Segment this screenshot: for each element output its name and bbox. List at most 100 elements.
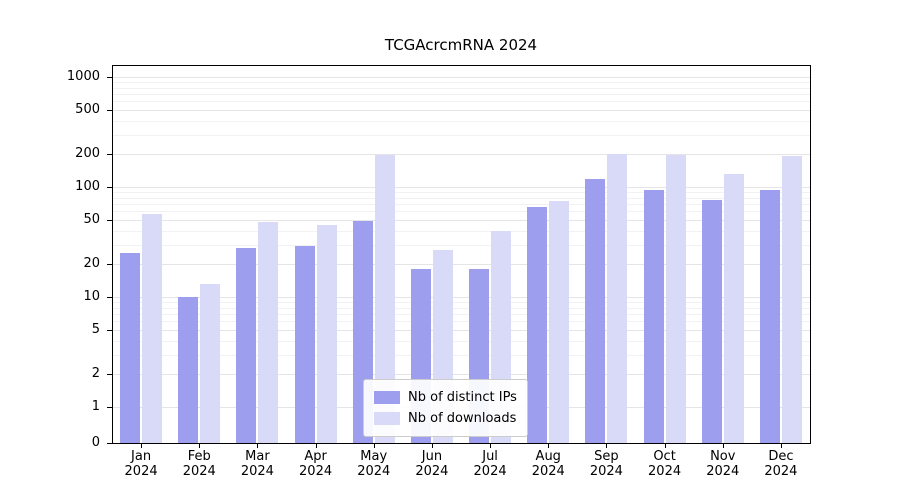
x-tick-label: Nov 2024 — [693, 449, 753, 479]
x-tick-year: 2024 — [299, 464, 333, 479]
gridline-major — [112, 110, 810, 112]
gridline-major — [112, 153, 810, 155]
gridline-minor — [112, 354, 810, 356]
y-tick-mark — [107, 153, 112, 155]
gridline-major — [112, 187, 810, 188]
y-tick-mark — [107, 110, 112, 112]
y-tick-label: 10 — [83, 289, 100, 304]
gridline-minor — [112, 197, 810, 199]
y-tick-mark — [107, 297, 112, 298]
gridline-minor — [112, 192, 810, 194]
bar-downloads-oct — [665, 155, 686, 443]
gridline-minor — [112, 134, 810, 136]
gridline-minor — [112, 211, 810, 213]
gridline-major — [112, 263, 810, 265]
bar-downloads-nov — [723, 173, 744, 443]
x-tick-year: 2024 — [240, 464, 274, 479]
bar-ips-sep — [585, 179, 606, 443]
gridline-minor — [112, 120, 810, 122]
x-tick-year: 2024 — [706, 464, 740, 479]
bar-ips-oct — [643, 190, 664, 443]
bar-downloads-feb — [200, 284, 221, 443]
chart-legend: Nb of distinct IPs Nb of downloads — [363, 379, 528, 437]
y-tick-mark — [107, 330, 112, 332]
bar-ips-mar — [236, 247, 257, 443]
legend-swatch-distinct-ips — [374, 391, 400, 404]
chart-title: TCGAcrcmRNA 2024 — [384, 36, 538, 54]
gridline-minor — [112, 302, 810, 304]
x-tick-label: Jun 2024 — [402, 449, 462, 479]
x-tick-month: Aug — [535, 449, 561, 464]
gridline-major — [112, 373, 810, 375]
gridline-minor — [112, 94, 810, 96]
x-tick-mark — [780, 443, 782, 448]
y-tick-label: 200 — [75, 145, 100, 161]
x-tick-label: Aug 2024 — [518, 449, 578, 479]
bar-ips-apr — [294, 246, 315, 443]
x-tick-label: Feb 2024 — [169, 449, 229, 479]
spine-left — [112, 65, 113, 443]
x-tick-year: 2024 — [531, 464, 565, 479]
x-tick-mark — [257, 443, 259, 448]
x-tick-label: May 2024 — [344, 449, 404, 479]
x-tick-mark — [141, 443, 143, 448]
x-tick-year: 2024 — [473, 464, 507, 479]
gridline-minor — [112, 244, 810, 246]
x-tick-label: Dec 2024 — [751, 449, 811, 479]
x-tick-mark — [548, 443, 550, 448]
gridline-minor — [112, 314, 810, 316]
spine-top — [112, 65, 810, 66]
y-tick-mark — [107, 407, 112, 408]
x-tick-month: Feb — [187, 449, 211, 464]
bar-downloads-may — [374, 155, 395, 443]
y-tick-label: 20 — [83, 255, 100, 271]
x-tick-month: May — [360, 449, 388, 464]
y-tick-mark — [107, 443, 112, 444]
y-tick-label: 0 — [91, 435, 100, 450]
x-tick-month: Jul — [482, 449, 498, 464]
x-tick-month: Sep — [594, 449, 619, 464]
x-tick-label: Mar 2024 — [227, 449, 287, 479]
y-tick-label: 2 — [91, 365, 100, 381]
gridline-major — [112, 77, 810, 78]
x-tick-label: Apr 2024 — [286, 449, 346, 479]
x-tick-month: Nov — [710, 449, 736, 464]
y-tick-label: 1000 — [66, 69, 100, 84]
x-tick-year: 2024 — [648, 464, 682, 479]
x-tick-month: Mar — [245, 449, 270, 464]
x-tick-year: 2024 — [124, 464, 158, 479]
bar-downloads-dec — [781, 156, 802, 443]
gridline-minor — [112, 82, 810, 84]
spine-right — [810, 65, 811, 444]
gridline-minor — [112, 340, 810, 342]
legend-label-downloads: Nb of downloads — [408, 411, 517, 426]
gridline-minor — [112, 321, 810, 323]
bar-ips-aug — [527, 206, 548, 443]
x-tick-label: Jul 2024 — [460, 449, 520, 479]
bar-ips-dec — [759, 189, 780, 443]
gridline-major — [112, 330, 810, 332]
gridline-minor — [112, 307, 810, 309]
x-tick-label: Jan 2024 — [111, 449, 171, 479]
bar-downloads-sep — [607, 153, 628, 443]
gridline-minor — [112, 230, 810, 232]
x-tick-year: 2024 — [589, 464, 623, 479]
y-tick-mark — [107, 187, 112, 188]
x-tick-month: Dec — [768, 449, 794, 464]
legend-item-distinct-ips: Nb of distinct IPs — [374, 387, 517, 408]
gridline-minor — [112, 204, 810, 206]
x-tick-mark — [373, 443, 375, 448]
x-tick-year: 2024 — [357, 464, 391, 479]
y-tick-mark — [107, 220, 112, 222]
x-tick-mark — [722, 443, 724, 448]
y-tick-label: 50 — [83, 212, 100, 228]
legend-label-distinct-ips: Nb of distinct IPs — [408, 390, 517, 405]
y-tick-label: 5 — [91, 322, 100, 338]
gridline-minor — [112, 87, 810, 89]
bar-downloads-aug — [549, 200, 570, 443]
legend-swatch-downloads — [374, 412, 400, 425]
y-tick-label: 500 — [75, 102, 100, 118]
x-tick-label: Oct 2024 — [635, 449, 695, 479]
x-tick-mark — [199, 443, 201, 448]
